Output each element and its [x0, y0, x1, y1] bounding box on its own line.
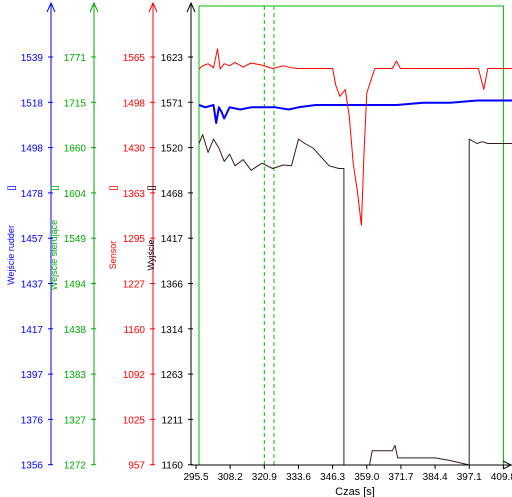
y-tick-label: 1604 [64, 189, 87, 200]
y-axis-label: Wyjście [146, 240, 156, 271]
x-tick-label: 308.2 [218, 472, 243, 483]
y-tick-label: 1520 [161, 144, 184, 155]
y-tick-label: 1478 [21, 189, 44, 200]
series-line-rudder [198, 99, 512, 124]
y-tick-label: 1498 [21, 144, 44, 155]
y-tick-label: 1263 [161, 370, 184, 381]
y-tick-label: 1417 [21, 325, 44, 336]
y-tick-label: 1623 [161, 53, 184, 64]
y-axis-sensor: 1565 1498 1430 1363 1295 1227 1160 1092 1025 957 S… [108, 1, 158, 472]
y-axis-rudder: 1539 1518 1498 1478 1457 1437 1417 1397 1376 1356… [6, 1, 56, 472]
y-tick-label: 1518 [21, 98, 44, 109]
y-tick-label: 1160 [123, 325, 145, 336]
y-tick-label: 1327 [64, 415, 87, 426]
x-tick-label: 359.0 [354, 472, 379, 483]
y-tick-label: 1356 [21, 461, 44, 472]
y-tick-label: 1549 [64, 234, 87, 245]
y-tick-label: 1660 [64, 144, 87, 155]
y-tick-label: 1314 [161, 325, 184, 336]
y-tick-label: 1397 [21, 370, 44, 381]
y-tick-label: 1438 [64, 325, 87, 336]
x-tick-label: 320.9 [252, 472, 277, 483]
y-tick-label: 1211 [161, 415, 183, 426]
x-tick-label: 333.6 [286, 472, 311, 483]
x-tick-label: 371.7 [388, 472, 413, 483]
y-tick-label: 1366 [161, 280, 184, 291]
y-tick-label: 1457 [21, 234, 44, 245]
x-axis-arrow [502, 460, 512, 470]
y-tick-label: 1295 [123, 234, 146, 245]
y-tick-label: 1565 [123, 53, 146, 64]
y-axis-sterujace: 1771 1715 1660 1604 1549 1494 1438 1383 1327 1272… [49, 1, 99, 472]
y-axis-arrow [186, 1, 196, 13]
series-line-sensor [198, 48, 512, 226]
y-tick-label: 1272 [64, 461, 87, 472]
y-axis-arrow [148, 1, 158, 13]
x-tick-label: 346.3 [320, 472, 345, 483]
y-axis-label: Wejście rudder [6, 225, 16, 285]
y-axes: 1539 1518 1498 1478 1457 1437 1417 1397 1376 1356… [6, 1, 196, 472]
y-tick-label: 1363 [123, 189, 146, 200]
y-tick-label: 1771 [64, 53, 87, 64]
x-tick-label: 409.8 [491, 472, 512, 483]
y-axis-arrow [89, 1, 99, 13]
y-tick-label: 957 [128, 461, 145, 472]
y-tick-label: 1227 [123, 280, 146, 291]
y-tick-label: 1468 [161, 189, 184, 200]
y-tick-label: 1092 [123, 370, 146, 381]
y-axis-unit: [] [6, 185, 16, 190]
y-tick-label: 1437 [21, 280, 44, 291]
y-tick-label: 1160 [161, 461, 183, 472]
y-axis-label: Sensor [108, 241, 118, 270]
x-axis: 295.5 308.2 320.9 333.6 346.3 359.0 371.7 384.4… [183, 460, 512, 497]
y-tick-label: 1494 [64, 280, 87, 291]
y-axis-arrow [46, 1, 56, 13]
y-tick-label: 1417 [161, 234, 184, 245]
y-axis-unit: [] [49, 185, 59, 190]
y-tick-label: 1539 [21, 53, 44, 64]
y-axis-unit: [] [146, 185, 156, 190]
x-tick-label: 397.1 [457, 472, 482, 483]
plot-area [196, 5, 512, 466]
y-tick-label: 1025 [123, 415, 146, 426]
y-tick-label: 1376 [21, 415, 44, 426]
y-axis-label: Wejście sterujące [49, 220, 59, 290]
y-tick-label: 1715 [64, 98, 87, 109]
x-axis-label: Czas [s] [335, 486, 375, 497]
series-line-sterujace [196, 5, 512, 466]
y-tick-label: 1383 [64, 370, 87, 381]
y-axis-wyjscie: 1623 1571 1520 1468 1417 1366 1314 1263 1211 1160… [146, 1, 196, 472]
y-axis-unit: [] [108, 185, 118, 190]
x-tick-label: 384.4 [423, 472, 448, 483]
x-tick-label: 295.5 [183, 472, 208, 483]
y-tick-label: 1571 [161, 98, 184, 109]
y-tick-label: 1498 [123, 98, 146, 109]
y-tick-label: 1430 [123, 144, 146, 155]
series-line-wyjscie [198, 134, 512, 466]
